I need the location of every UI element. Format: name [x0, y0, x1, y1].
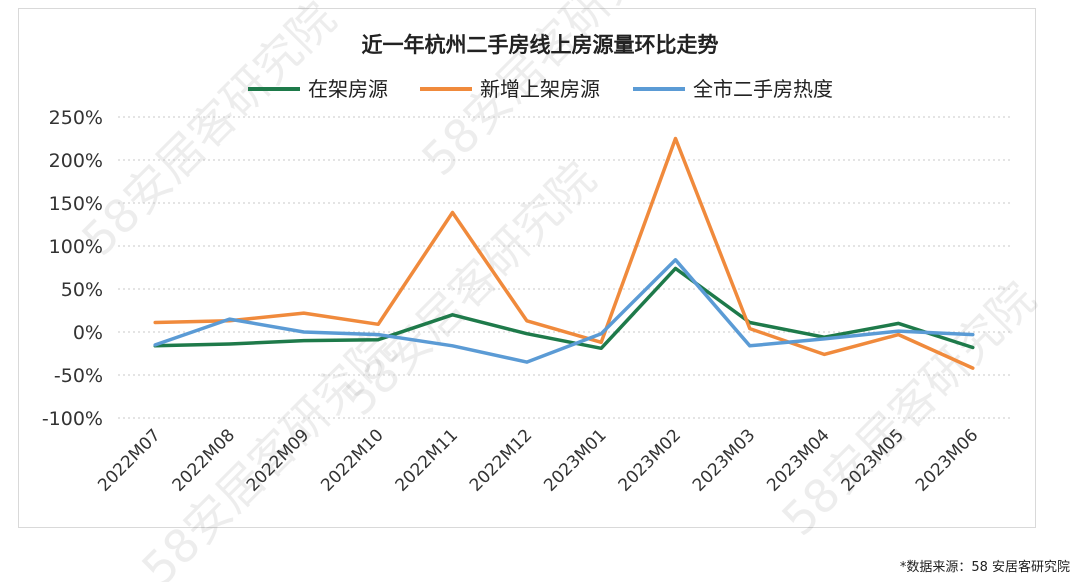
y-tick-label: 100% — [49, 236, 103, 258]
y-tick-label: -50% — [54, 365, 103, 387]
x-tick-label: 2023M06 — [912, 425, 982, 495]
legend: 在架房源 新增上架房源 全市二手房热度 — [248, 77, 833, 101]
y-tick-label: 200% — [49, 150, 103, 172]
legend-label-1: 在架房源 — [308, 77, 388, 101]
y-tick-label: 50% — [61, 279, 103, 301]
series-line-1 — [153, 266, 975, 351]
watermark-text: 58安居客研究院 — [71, 0, 346, 266]
legend-label-2: 新增上架房源 — [480, 77, 600, 101]
x-tick-label: 2022M07 — [94, 425, 164, 495]
source-note: *数据来源：58 安居客研究院 — [899, 560, 1070, 575]
y-tick-label: 0% — [73, 322, 103, 344]
chart-title: 近一年杭州二手房线上房源量环比走势 — [362, 33, 719, 57]
y-tick-label: -100% — [42, 408, 103, 430]
y-tick-label: 250% — [49, 107, 103, 129]
series-layer — [153, 136, 975, 370]
y-axis: 250% 200% 150% 100% 50% 0% -50% -100% — [42, 107, 103, 430]
series-line-2 — [153, 136, 975, 370]
legend-label-3: 全市二手房热度 — [693, 77, 833, 101]
x-tick-label: 2022M12 — [466, 425, 536, 495]
chart-frame — [18, 8, 1036, 528]
x-tick-label: 2023M01 — [540, 425, 610, 495]
series-line-3 — [153, 258, 975, 364]
x-tick-label: 2022M11 — [392, 425, 462, 495]
x-tick-label: 2023M03 — [689, 425, 759, 495]
y-tick-label: 150% — [49, 193, 103, 215]
x-tick-label: 2023M02 — [615, 425, 685, 495]
watermark-text: 58安居客研究院 — [771, 271, 1046, 546]
